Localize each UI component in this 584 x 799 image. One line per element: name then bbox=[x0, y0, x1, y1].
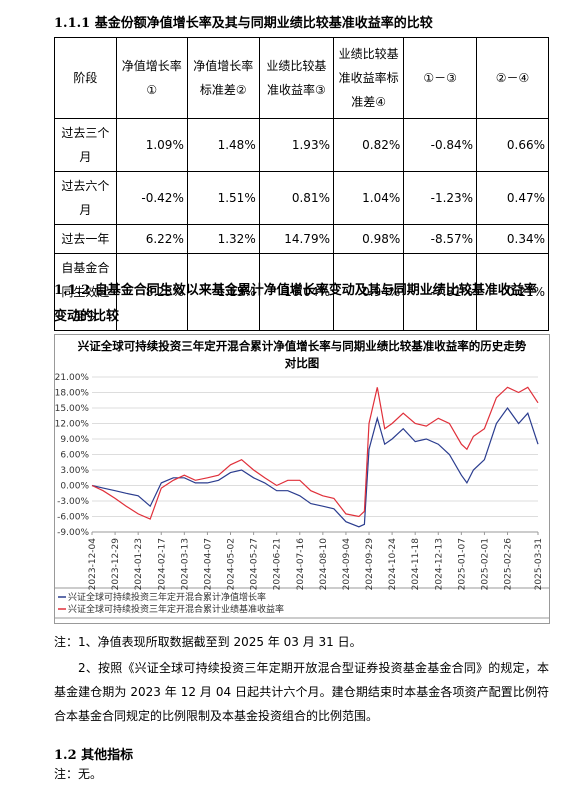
x-tick-label: 2025-02-01 bbox=[480, 538, 490, 590]
cell: 1.04% bbox=[332, 171, 405, 225]
y-tick-label: 9.00% bbox=[60, 435, 89, 445]
cell: -7.81% bbox=[403, 253, 478, 331]
y-tick-label: 0.00% bbox=[60, 482, 89, 492]
x-tick-label: 2024-09-04 bbox=[342, 538, 352, 591]
heading: 1.1.2 自基金合同生效以来基金累计净值增长率变动及其与同期业绩比较基准收益率… bbox=[54, 283, 537, 324]
x-tick-label: 2024-11-18 bbox=[411, 538, 421, 591]
x-tick-label: 2024-01-23 bbox=[134, 538, 144, 590]
cell: 1.15% bbox=[186, 253, 260, 331]
cell: 0.21% bbox=[476, 253, 549, 331]
row: 过去一年 6.22% 1.32% 14.79% 0.98% -8.57% 0.34% bbox=[54, 224, 549, 254]
cell: 1.93% bbox=[258, 118, 334, 172]
cell: 6.22% bbox=[115, 224, 188, 254]
cell: 1.48% bbox=[186, 118, 260, 172]
x-tick-label: 2025-03-31 bbox=[534, 538, 544, 590]
chart-title-box: 兴证全球可持续投资三年定开混合累计净值增长率与同期业绩比较基准收益率的历史走势对… bbox=[77, 339, 527, 370]
header-cell: 业绩比较基准收益率③ bbox=[258, 37, 334, 119]
note: 注：无。 bbox=[54, 767, 103, 781]
x-tick-label: 2024-08-10 bbox=[319, 538, 329, 591]
cell: 0.66% bbox=[476, 118, 549, 172]
x-tick-label: 2025-02-26 bbox=[504, 538, 514, 591]
y-tick-label: -9.00% bbox=[57, 528, 89, 538]
header-cell: ②－④ bbox=[476, 37, 549, 119]
y-tick-label: -3.00% bbox=[57, 497, 89, 507]
cell: 1.09% bbox=[115, 118, 188, 172]
x-tick-label: 2024-12-13 bbox=[434, 538, 444, 590]
x-tick-label: 2023-12-29 bbox=[111, 538, 121, 591]
cell: 0.98% bbox=[332, 224, 405, 254]
x-tick-label: 2024-02-17 bbox=[157, 538, 167, 590]
chart-frame bbox=[54, 334, 550, 624]
cell: 自基金合同生效起至今 bbox=[54, 253, 117, 331]
header-row: 阶段 净值增长率① 净值增长率标准差② 业绩比较基准收益率③ 业绩比较基准收益率标准差④… bbox=[54, 37, 549, 119]
series-line bbox=[91, 386, 539, 520]
cell: -0.42% bbox=[115, 171, 188, 225]
cell: 8.23% bbox=[115, 253, 188, 331]
header-cell: 阶段 bbox=[54, 37, 117, 119]
cell: 14.79% bbox=[258, 224, 334, 254]
cell: -8.57% bbox=[403, 224, 478, 254]
cell: -0.84% bbox=[403, 118, 478, 172]
x-tick-label: 2024-05-02 bbox=[227, 538, 237, 590]
y-tick-label: 15.00% bbox=[55, 404, 90, 414]
y-tick-label: 6.00% bbox=[60, 451, 89, 461]
header-cell: 净值增长率标准差② bbox=[186, 37, 260, 119]
header-cell: ①－③ bbox=[403, 37, 478, 119]
cell: 0.34% bbox=[476, 224, 549, 254]
x-tick-label: 2023-12-04 bbox=[88, 538, 98, 591]
cell: 1.51% bbox=[186, 171, 260, 225]
note: 注：1、净值表现所取数据截至到 2025 年 03 月 31 日。 bbox=[54, 635, 362, 649]
y-tick-label: 3.00% bbox=[60, 466, 89, 476]
table: 阶段 净值增长率① 净值增长率标准差② 业绩比较基准收益率③ 业绩比较基准收益率标准差④… bbox=[54, 37, 549, 331]
y-tick-label: 12.00% bbox=[55, 420, 90, 430]
cell: 0.47% bbox=[476, 171, 549, 225]
series-line bbox=[91, 406, 539, 528]
row: 过去六个月 -0.42% 1.51% 0.81% 1.04% -1.23% 0.47% bbox=[54, 171, 549, 225]
cell: 过去六个月 bbox=[54, 171, 117, 225]
cell: 0.82% bbox=[332, 118, 405, 172]
x-tick-label: 2024-03-13 bbox=[180, 538, 190, 590]
header-cell: 净值增长率① bbox=[115, 37, 188, 119]
chart-title: 兴证全球可持续投资三年定开混合累计净值增长率与同期业绩比较基准收益率的历史走势对… bbox=[77, 339, 527, 370]
x-tick-label: 2024-06-21 bbox=[273, 538, 283, 590]
legend bbox=[54, 587, 550, 619]
x-tick-label: 2024-09-29 bbox=[365, 538, 375, 591]
row: 自基金合同生效起至今 8.23% 1.15% 16.04% 0.94% -7.81% 0.2… bbox=[54, 253, 549, 331]
y-tick-label: 21.00% bbox=[55, 373, 90, 383]
x-tick-label: 2024-07-16 bbox=[296, 538, 306, 591]
cell: 过去三个月 bbox=[54, 118, 117, 172]
x-tick-label: 2024-04-07 bbox=[203, 538, 213, 590]
legend-label: 兴证全球可持续投资三年定开混合累计业绩基准收益率 bbox=[68, 603, 284, 615]
x-tick-label: 2025-01-07 bbox=[457, 538, 467, 590]
cell: 1.32% bbox=[186, 224, 260, 254]
heading: 1.2 其他指标 bbox=[54, 748, 134, 763]
note: 2、按照《兴证全球可持续投资三年定期开放混合型证券投资基金基金合同》的规定，本基… bbox=[54, 661, 549, 723]
chart: 兴证全球可持续投资三年定开混合累计净值增长率与同期业绩比较基准收益率的历史走势对… bbox=[54, 334, 550, 624]
cell: 0.81% bbox=[258, 171, 334, 225]
x-tick-label: 2024-05-27 bbox=[250, 538, 260, 590]
row: 过去三个月 1.09% 1.48% 1.93% 0.82% -0.84% 0.66% bbox=[54, 118, 549, 172]
x-tick-label: 2024-10-24 bbox=[388, 538, 398, 591]
heading: 1.1.1 基金份额净值增长率及其与同期业绩比较基准收益率的比较 bbox=[54, 16, 433, 31]
cell: 0.94% bbox=[332, 253, 405, 331]
legend-label: 兴证全球可持续投资三年定开混合累计净值增长率 bbox=[68, 591, 266, 603]
cell: -1.23% bbox=[403, 171, 478, 225]
y-tick-label: 18.00% bbox=[55, 389, 90, 399]
y-tick-label: -6.00% bbox=[57, 513, 89, 523]
cell: 过去一年 bbox=[54, 224, 117, 254]
cell: 16.04% bbox=[258, 253, 334, 331]
header-cell: 业绩比较基准收益率标准差④ bbox=[332, 37, 405, 119]
